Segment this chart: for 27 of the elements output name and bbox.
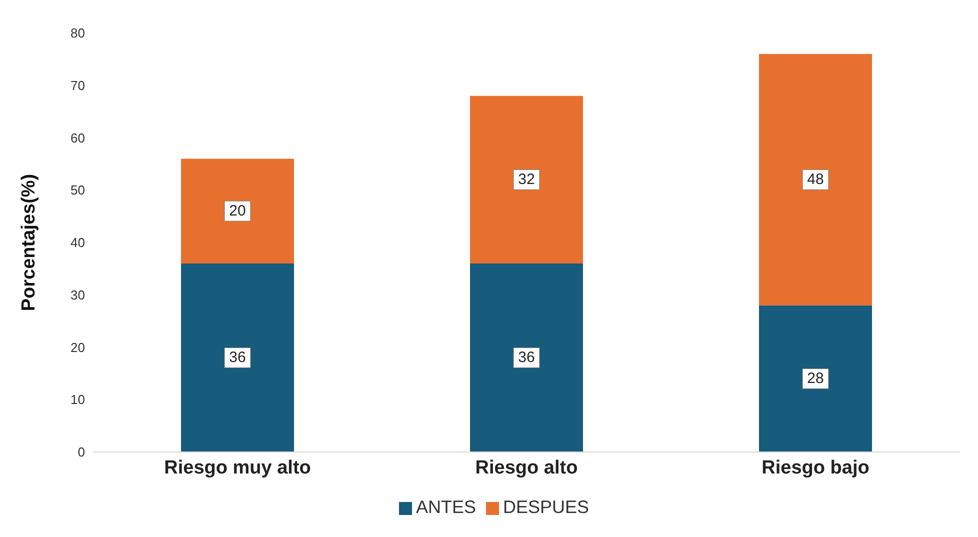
- data-label: 28: [807, 370, 824, 388]
- y-tick-label: 50: [70, 182, 85, 198]
- data-label: 32: [518, 171, 535, 188]
- y-tick-label: 10: [70, 392, 85, 408]
- x-tick-label: Riesgo muy alto: [164, 457, 311, 478]
- bar: [470, 263, 583, 452]
- y-tick-label: 70: [70, 78, 85, 93]
- data-label: 20: [229, 202, 246, 220]
- y-tick-label: 80: [70, 26, 85, 41]
- y-tick-label: 20: [70, 340, 85, 355]
- bar: [470, 96, 583, 264]
- y-tick-label: 30: [70, 287, 85, 302]
- y-tick-label: 40: [70, 235, 85, 250]
- legend-label: ANTES: [416, 497, 476, 517]
- y-tick-label: 0: [78, 444, 85, 460]
- bar: [181, 158, 294, 264]
- bar: [759, 305, 872, 452]
- x-tick-label: Riesgo bajo: [762, 457, 870, 478]
- y-tick-label: 60: [70, 130, 85, 146]
- data-label: 36: [229, 349, 246, 366]
- data-label: 48: [807, 171, 824, 188]
- x-tick-label: Riesgo alto: [475, 457, 578, 478]
- data-label: 36: [518, 349, 535, 366]
- bar: [181, 263, 294, 452]
- bar: [759, 54, 872, 306]
- y-axis-title: Porcentajes(%): [18, 174, 40, 312]
- legend-label: DESPUES: [502, 497, 590, 517]
